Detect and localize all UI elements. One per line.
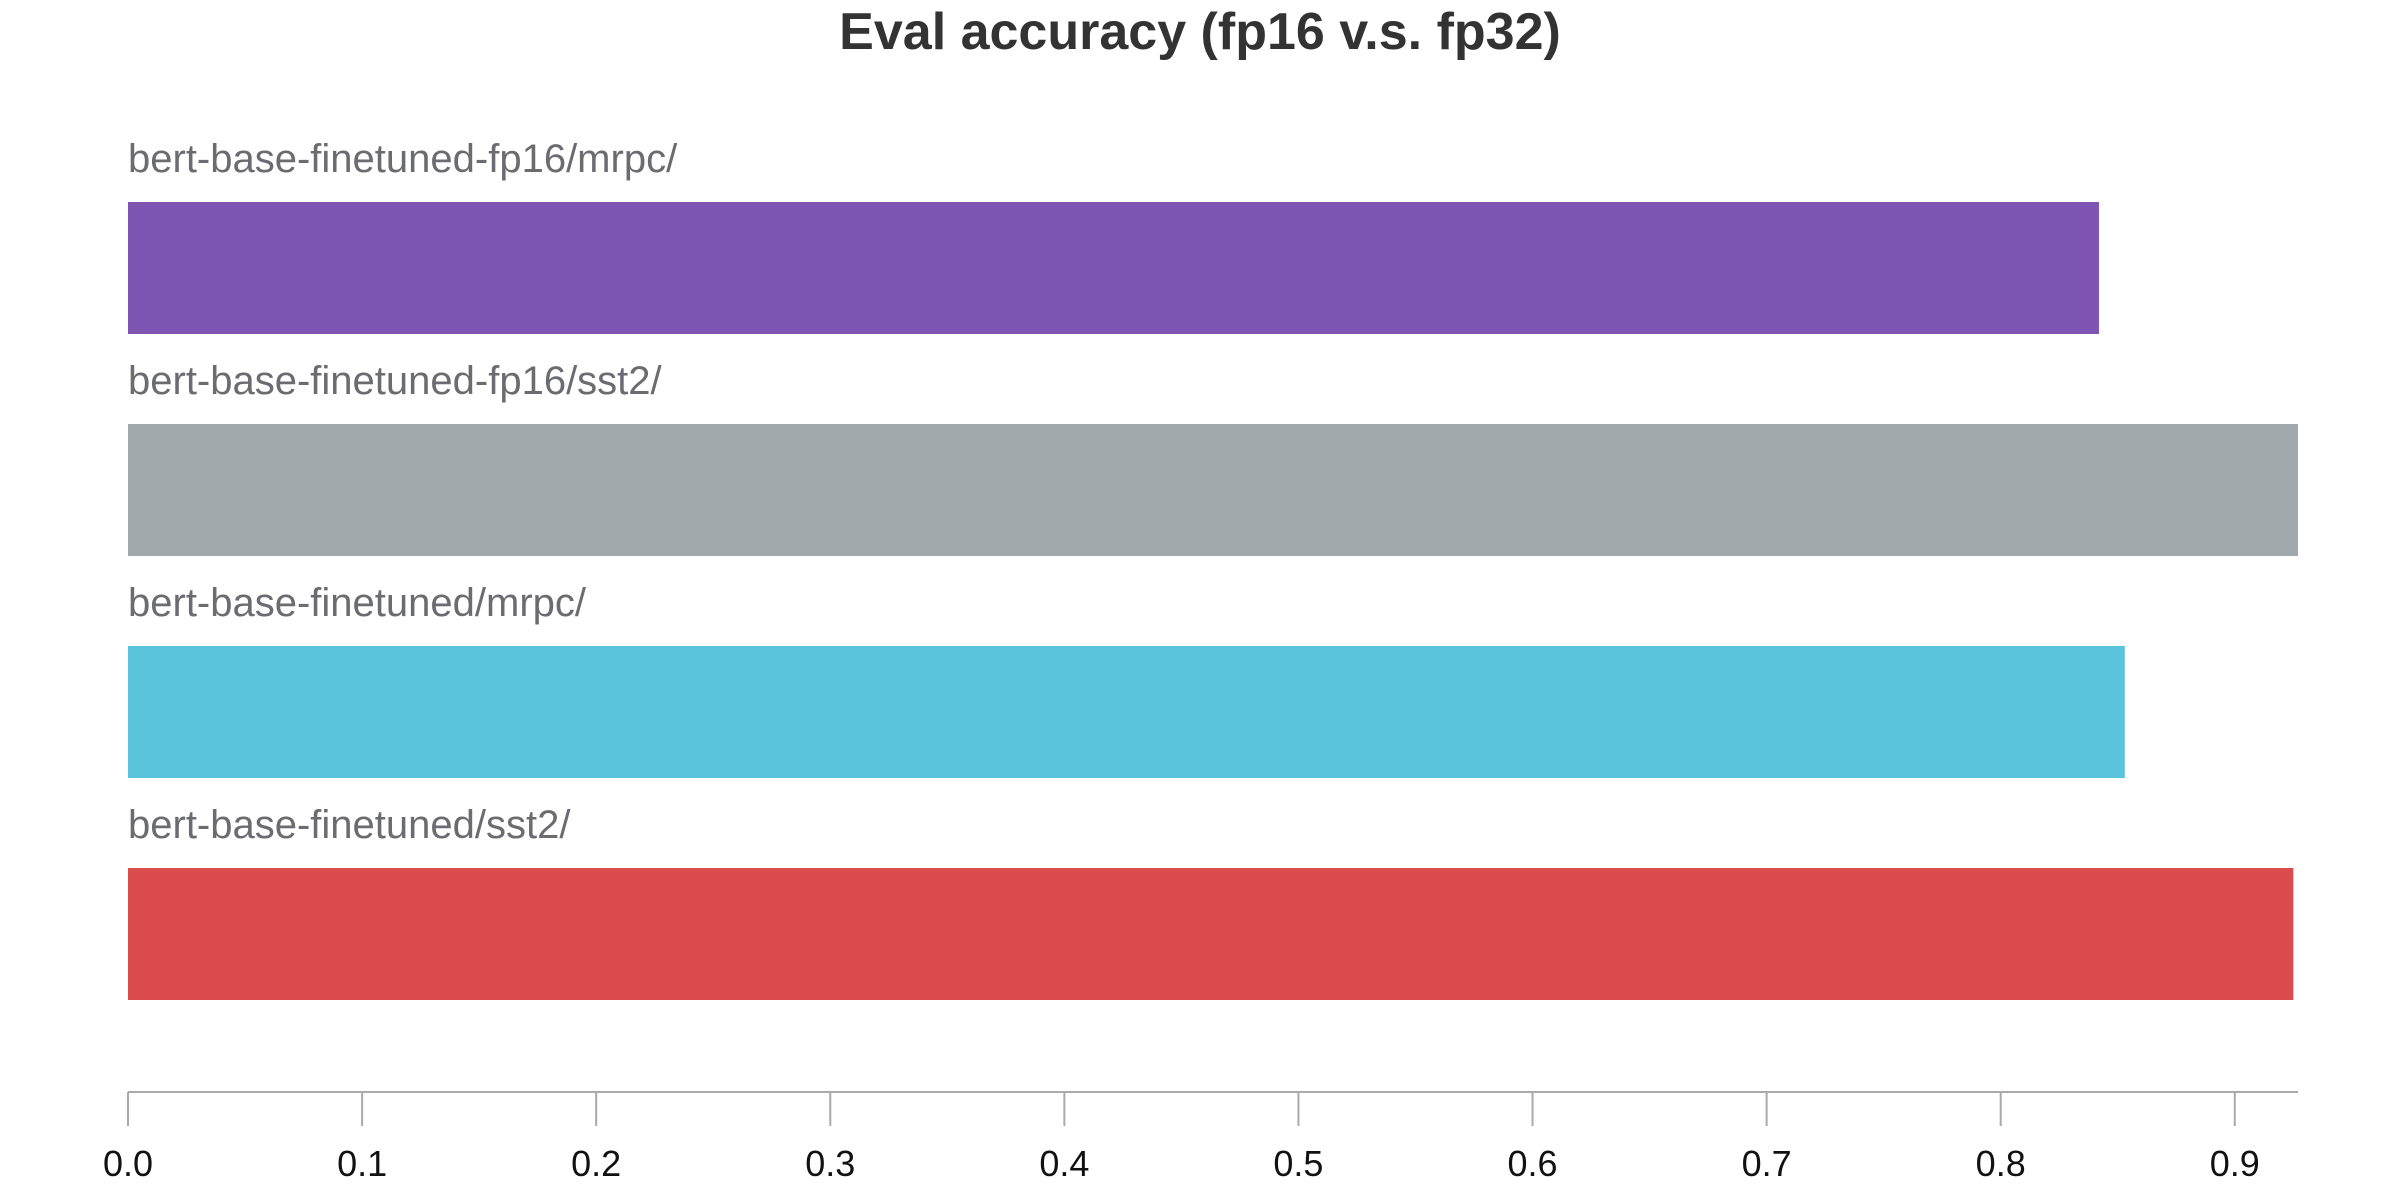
x-tick-label: 0.3 <box>805 1143 855 1184</box>
x-tick-label: 0.8 <box>1976 1143 2026 1184</box>
bar <box>128 646 2125 778</box>
x-tick-label: 0.7 <box>1742 1143 1792 1184</box>
x-tick-label: 0.4 <box>1039 1143 1089 1184</box>
x-tick-label: 0.1 <box>337 1143 387 1184</box>
x-tick-label: 0.5 <box>1273 1143 1323 1184</box>
x-tick-label: 0.6 <box>1508 1143 1558 1184</box>
bar-label: bert-base-finetuned/sst2/ <box>128 803 571 847</box>
x-tick-label: 0.2 <box>571 1143 621 1184</box>
bar-label: bert-base-finetuned-fp16/sst2/ <box>128 359 663 403</box>
bar-label: bert-base-finetuned-fp16/mrpc/ <box>128 137 678 181</box>
x-tick-label: 0.9 <box>2210 1143 2260 1184</box>
bar <box>128 424 2298 556</box>
bar-label: bert-base-finetuned/mrpc/ <box>128 581 587 625</box>
bar <box>128 868 2294 1000</box>
bar <box>128 202 2100 334</box>
x-tick-label: 0.0 <box>103 1143 153 1184</box>
chart-title: Eval accuracy (fp16 v.s. fp32) <box>839 3 1561 61</box>
